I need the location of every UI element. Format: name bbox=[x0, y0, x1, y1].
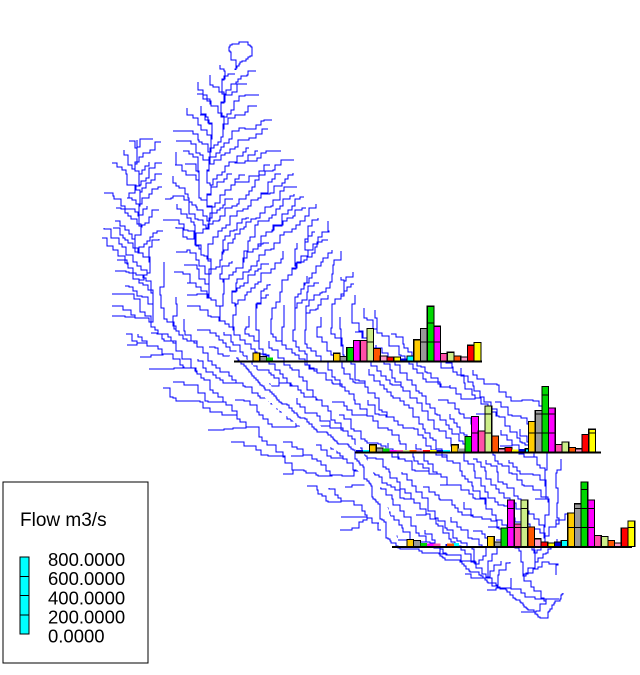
svg-text:0.0000: 0.0000 bbox=[48, 626, 105, 647]
svg-text:Flow m3/s: Flow m3/s bbox=[20, 510, 107, 531]
svg-text:200.0000: 200.0000 bbox=[48, 607, 125, 628]
svg-text:400.0000: 400.0000 bbox=[48, 588, 125, 609]
svg-text:800.0000: 800.0000 bbox=[48, 549, 125, 570]
svg-text:600.0000: 600.0000 bbox=[48, 568, 125, 589]
